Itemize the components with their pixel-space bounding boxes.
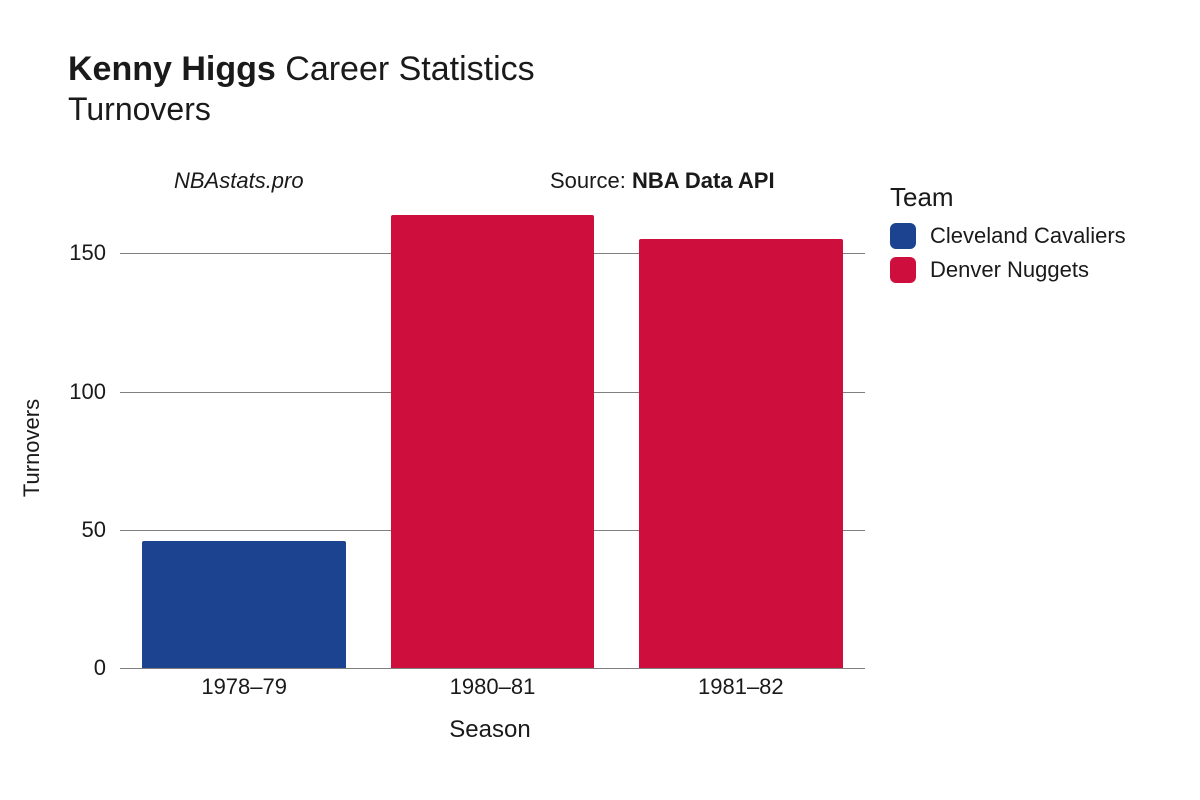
y-axis-title: Turnovers (19, 399, 45, 497)
title-player: Kenny Higgs (68, 50, 276, 88)
source-annotation: Source: NBA Data API (550, 168, 775, 194)
x-axis-title: Season (449, 716, 530, 744)
x-tick-label: 1981–82 (698, 674, 784, 700)
legend-label: Denver Nuggets (930, 257, 1089, 283)
legend-title: Team (890, 182, 1126, 213)
y-tick-label: 150 (69, 240, 106, 266)
x-tick-label: 1978–79 (201, 674, 287, 700)
title-rest: Career Statistics (276, 50, 535, 88)
title-block: Kenny Higgs Career Statistics Turnovers (68, 50, 1160, 128)
bar (639, 239, 843, 668)
legend-label: Cleveland Cavaliers (930, 223, 1126, 249)
legend: Team Cleveland Cavaliers Denver Nuggets (890, 182, 1126, 291)
legend-item: Denver Nuggets (890, 257, 1126, 283)
plot-region: NBAstats.pro Source: NBA Data API 050100… (120, 198, 865, 668)
brand-annotation: NBAstats.pro (174, 168, 304, 194)
chart-title: Kenny Higgs Career Statistics (68, 50, 1160, 89)
legend-swatch (890, 257, 916, 283)
legend-item: Cleveland Cavaliers (890, 223, 1126, 249)
chart-container: Kenny Higgs Career Statistics Turnovers … (0, 0, 1200, 800)
chart-area: Turnovers NBAstats.pro Source: NBA Data … (80, 158, 1140, 738)
source-prefix: Source: (550, 168, 632, 193)
y-tick-label: 0 (94, 655, 106, 681)
y-tick-label: 50 (82, 517, 106, 543)
bar (391, 215, 595, 668)
x-tick-label: 1980–81 (450, 674, 536, 700)
bar (142, 541, 346, 668)
y-tick-label: 100 (69, 379, 106, 405)
gridline (120, 668, 865, 669)
source-name: NBA Data API (632, 168, 775, 193)
legend-swatch (890, 223, 916, 249)
chart-subtitle: Turnovers (68, 91, 1160, 128)
